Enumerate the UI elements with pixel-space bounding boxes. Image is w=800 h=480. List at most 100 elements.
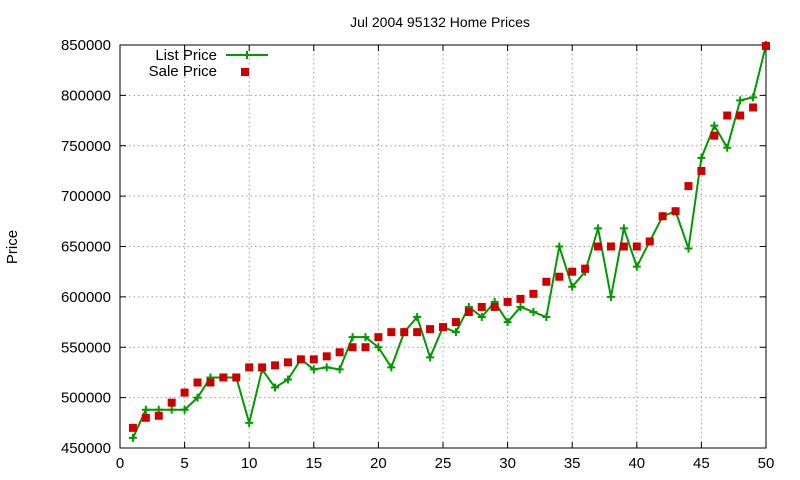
- sale-price-point: [632, 242, 641, 251]
- sale-price-point: [283, 358, 292, 367]
- sale-price-point: [671, 207, 680, 216]
- list-price-point: [180, 405, 189, 414]
- sale-price-point: [245, 363, 254, 372]
- list-price-point: [516, 302, 525, 311]
- sale-price-point: [723, 111, 732, 120]
- y-tick-label: 750000: [61, 138, 111, 155]
- sale-price-point: [619, 242, 628, 251]
- sale-price-point: [490, 302, 499, 311]
- sale-price-point: [606, 242, 615, 251]
- x-tick-label: 35: [564, 455, 581, 472]
- sale-price-point: [555, 272, 564, 281]
- sale-price-point: [645, 237, 654, 246]
- sale-price-point: [348, 343, 357, 352]
- x-tick-labels: 0 5 10 15 20 25 30 35 40 45 50: [116, 455, 775, 472]
- x-tick-label: 5: [180, 455, 188, 472]
- list-price-point: [128, 433, 137, 442]
- list-price-point: [529, 307, 538, 316]
- list-price-point: [141, 405, 150, 414]
- list-price-point: [594, 224, 603, 233]
- sale-price-point: [684, 182, 693, 191]
- sale-price-point: [503, 297, 512, 306]
- sale-price-point: [658, 212, 667, 221]
- x-tick-label: 20: [370, 455, 387, 472]
- list-price-point: [568, 282, 577, 291]
- list-price-point: [271, 383, 280, 392]
- sale-price-point: [413, 328, 422, 337]
- list-price-point: [348, 333, 357, 342]
- legend-swatch-sale-price: [241, 68, 249, 76]
- list-price-point: [477, 313, 486, 322]
- sale-price-point: [568, 267, 577, 276]
- list-price-point: [710, 121, 719, 130]
- sale-price-point: [736, 111, 745, 120]
- x-tick-label: 0: [116, 455, 124, 472]
- list-price-point: [606, 292, 615, 301]
- legend-label-sale-price: Sale Price: [149, 63, 217, 80]
- list-price-series: [128, 41, 770, 442]
- chart-title: Jul 2004 95132 Home Prices: [350, 14, 530, 30]
- x-tick-label: 40: [628, 455, 645, 472]
- list-price-point: [503, 318, 512, 327]
- list-price-point: [723, 143, 732, 152]
- list-price-point: [684, 244, 693, 253]
- sale-price-point: [335, 348, 344, 357]
- y-tick-label: 700000: [61, 188, 111, 205]
- sale-price-point: [193, 378, 202, 387]
- list-price-point: [542, 313, 551, 322]
- list-price-point: [374, 343, 383, 352]
- x-tick-label: 45: [693, 455, 710, 472]
- sale-price-point: [232, 373, 241, 382]
- sale-price-point: [141, 413, 150, 422]
- sale-price-point: [581, 264, 590, 273]
- sale-price-point: [128, 423, 137, 432]
- list-price-point: [619, 224, 628, 233]
- sale-price-point: [516, 294, 525, 303]
- sale-price-point: [439, 323, 447, 332]
- y-tick-label: 500000: [61, 390, 111, 407]
- sale-price-point: [426, 325, 435, 334]
- sale-price-point: [219, 373, 228, 382]
- list-price-point: [335, 365, 344, 374]
- list-price-point: [451, 328, 460, 337]
- list-price-point: [632, 262, 641, 271]
- sale-price-point: [258, 363, 267, 372]
- legend: List Price Sale Price: [149, 47, 268, 80]
- sale-price-point: [322, 352, 331, 361]
- list-price-point: [426, 353, 435, 362]
- y-tick-label: 800000: [61, 87, 111, 104]
- list-price-point: [309, 365, 318, 374]
- y-tick-label: 450000: [61, 440, 111, 457]
- list-price-point: [749, 93, 758, 102]
- sale-price-point: [762, 42, 770, 51]
- y-tick-label: 600000: [61, 289, 111, 306]
- sale-price-point: [309, 355, 318, 364]
- y-tick-label: 550000: [61, 339, 111, 356]
- sale-price-point: [296, 355, 305, 364]
- y-tick-label: 850000: [61, 37, 111, 54]
- y-axis-label: Price: [4, 230, 21, 264]
- list-price-point: [245, 418, 254, 427]
- sale-price-point: [529, 289, 538, 298]
- sale-price-point: [749, 103, 758, 112]
- sale-price-point: [180, 388, 189, 397]
- sale-price-point: [697, 166, 706, 175]
- list-price-point: [322, 363, 331, 372]
- list-price-point: [387, 363, 396, 372]
- sale-price-point: [477, 302, 486, 311]
- sale-price-point: [206, 378, 215, 387]
- sale-price-point: [451, 318, 460, 327]
- x-tick-label: 30: [499, 455, 516, 472]
- x-tick-label: 25: [435, 455, 452, 472]
- sale-price-point: [400, 328, 409, 337]
- list-price-point: [167, 405, 176, 414]
- legend-marker-list-price: [243, 51, 251, 59]
- sale-price-point: [594, 242, 603, 251]
- sale-price-point: [154, 411, 163, 420]
- sale-price-series: [128, 42, 770, 432]
- sale-price-point: [361, 343, 370, 352]
- sale-price-point: [271, 361, 280, 370]
- x-tick-label: 15: [305, 455, 322, 472]
